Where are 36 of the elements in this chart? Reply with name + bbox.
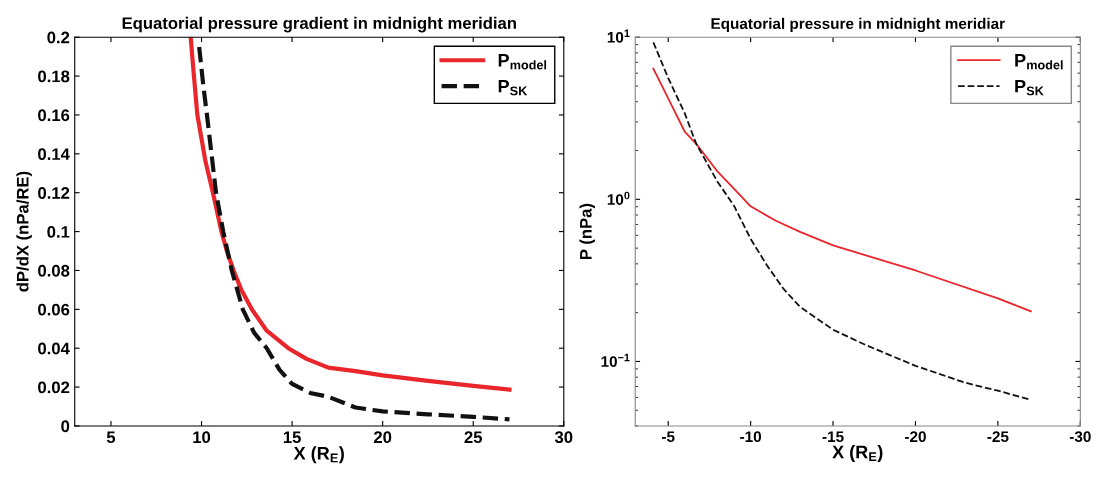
x-tick-label: -5 — [662, 431, 675, 443]
x-tick-label: -10 — [740, 431, 762, 443]
legend-label: P$_{SK}$ — [1015, 79, 1044, 96]
chart-title: Equatorial pressure gradient in midnight meridian — [122, 16, 516, 33]
y-tick-label: 0.06 — [38, 303, 70, 316]
x-tick-label: 10 — [193, 431, 211, 444]
y-axis-title: dP/dX (nPa/RE) — [16, 171, 32, 292]
y-tick-label: 10$^{0}$ — [607, 191, 630, 205]
y-tick-label: 0.14 — [38, 148, 70, 161]
y-tick-label: 0 — [61, 420, 70, 433]
y-tick-label: 0.12 — [38, 187, 70, 199]
chart-title: Equatorial pressure in midnight meridiar — [711, 17, 1005, 33]
x-tick-label: 20 — [373, 431, 392, 444]
x-tick-label: 5 — [106, 431, 116, 444]
y-tick-label: 0.1 — [47, 225, 70, 238]
legend-label: P$_{model}$ — [498, 54, 547, 70]
y-tick-label: 0.18 — [38, 70, 70, 83]
y-tick-label: 0.16 — [38, 109, 70, 122]
x-axis-title: X (R$_{E}$) — [832, 445, 883, 462]
y-tick-label: 0.2 — [47, 31, 70, 44]
x-axis-title: X (R$_{E}$) — [293, 446, 344, 464]
legend-label: P$_{SK}$ — [498, 79, 528, 96]
x-tick-label: 25 — [464, 431, 483, 444]
x-tick-label: -20 — [905, 431, 926, 443]
y-axis-title: P (nPa) — [579, 203, 596, 260]
x-tick-label: 15 — [283, 431, 301, 444]
x-tick-label: -25 — [987, 431, 1009, 443]
y-tick-label: 10$^{−1}$ — [601, 353, 630, 367]
y-tick-label: 0.08 — [38, 264, 70, 277]
legend-label: P$_{model}$ — [1015, 54, 1063, 70]
y-tick-label: 0.02 — [38, 381, 70, 394]
x-tick-label: -15 — [822, 431, 844, 443]
x-tick-label: 30 — [554, 431, 573, 444]
y-tick-label: 0.04 — [38, 342, 70, 355]
y-tick-label: 10$^{1}$ — [607, 29, 630, 43]
x-tick-label: -30 — [1069, 431, 1091, 443]
